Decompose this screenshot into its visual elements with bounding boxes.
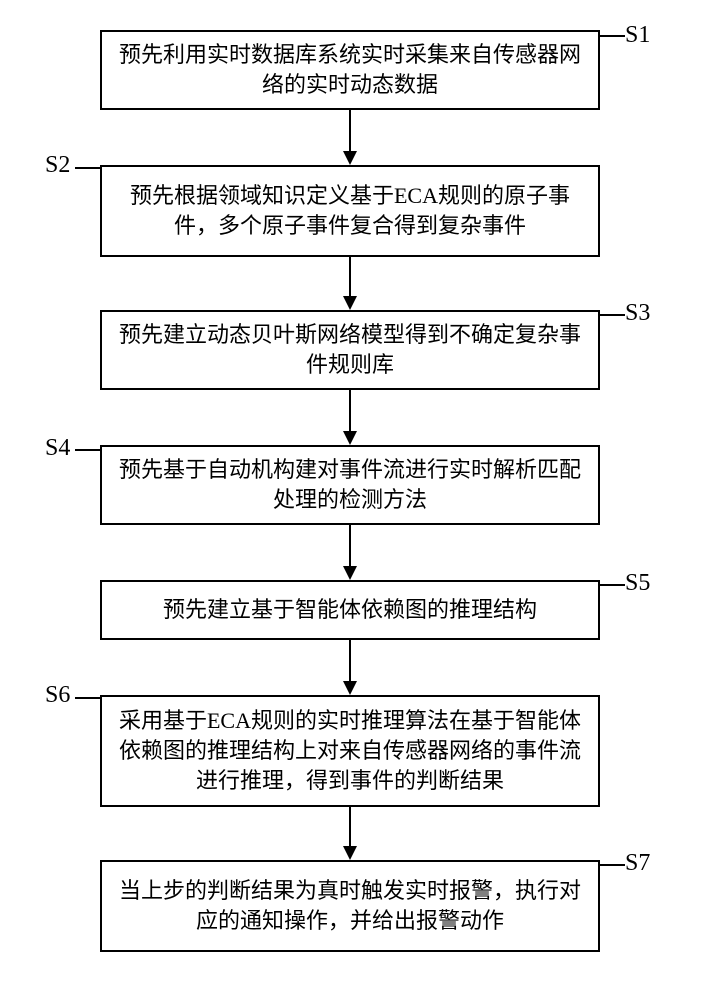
arrow-head-icon (343, 566, 357, 580)
flow-step-S1: 预先利用实时数据库系统实时采集来自传感器网络的实时动态数据 (100, 30, 600, 110)
flow-step-text: 预先利用实时数据库系统实时采集来自传感器网络的实时动态数据 (112, 40, 588, 99)
step-label-S5: S5 (625, 570, 650, 597)
arrow-shaft (349, 525, 351, 566)
step-label-S2: S2 (45, 152, 70, 179)
flow-step-S7: 当上步的判断结果为真时触发实时报警，执行对应的通知操作，并给出报警动作 (100, 860, 600, 952)
step-label-S1: S1 (625, 22, 650, 49)
flow-step-S3: 预先建立动态贝叶斯网络模型得到不确定复杂事件规则库 (100, 310, 600, 390)
label-lead (600, 864, 625, 866)
arrow-head-icon (343, 846, 357, 860)
arrow-shaft (349, 110, 351, 151)
flow-step-text: 当上步的判断结果为真时触发实时报警，执行对应的通知操作，并给出报警动作 (112, 876, 588, 935)
label-lead (600, 35, 625, 37)
step-label-S6: S6 (45, 682, 70, 709)
arrow-head-icon (343, 151, 357, 165)
arrow-shaft (349, 807, 351, 846)
arrow-head-icon (343, 431, 357, 445)
flow-step-S5: 预先建立基于智能体依赖图的推理结构 (100, 580, 600, 640)
label-lead (600, 584, 625, 586)
arrow-head-icon (343, 681, 357, 695)
flow-step-text: 预先根据领域知识定义基于ECA规则的原子事件，多个原子事件复合得到复杂事件 (112, 181, 588, 240)
flow-step-text: 预先基于自动机构建对事件流进行实时解析匹配处理的检测方法 (112, 455, 588, 514)
arrow-shaft (349, 640, 351, 681)
flow-step-S4: 预先基于自动机构建对事件流进行实时解析匹配处理的检测方法 (100, 445, 600, 525)
step-label-S7: S7 (625, 850, 650, 877)
step-label-S3: S3 (625, 300, 650, 327)
arrow-head-icon (343, 296, 357, 310)
label-lead (75, 167, 100, 169)
arrow-shaft (349, 390, 351, 431)
label-lead (75, 697, 100, 699)
label-lead (75, 449, 100, 451)
flow-step-text: 预先建立基于智能体依赖图的推理结构 (163, 595, 537, 625)
arrow-shaft (349, 257, 351, 296)
step-label-S4: S4 (45, 435, 70, 462)
flow-step-text: 预先建立动态贝叶斯网络模型得到不确定复杂事件规则库 (112, 320, 588, 379)
flow-step-S2: 预先根据领域知识定义基于ECA规则的原子事件，多个原子事件复合得到复杂事件 (100, 165, 600, 257)
flow-step-S6: 采用基于ECA规则的实时推理算法在基于智能体依赖图的推理结构上对来自传感器网络的… (100, 695, 600, 807)
label-lead (600, 314, 625, 316)
flow-step-text: 采用基于ECA规则的实时推理算法在基于智能体依赖图的推理结构上对来自传感器网络的… (112, 706, 588, 795)
